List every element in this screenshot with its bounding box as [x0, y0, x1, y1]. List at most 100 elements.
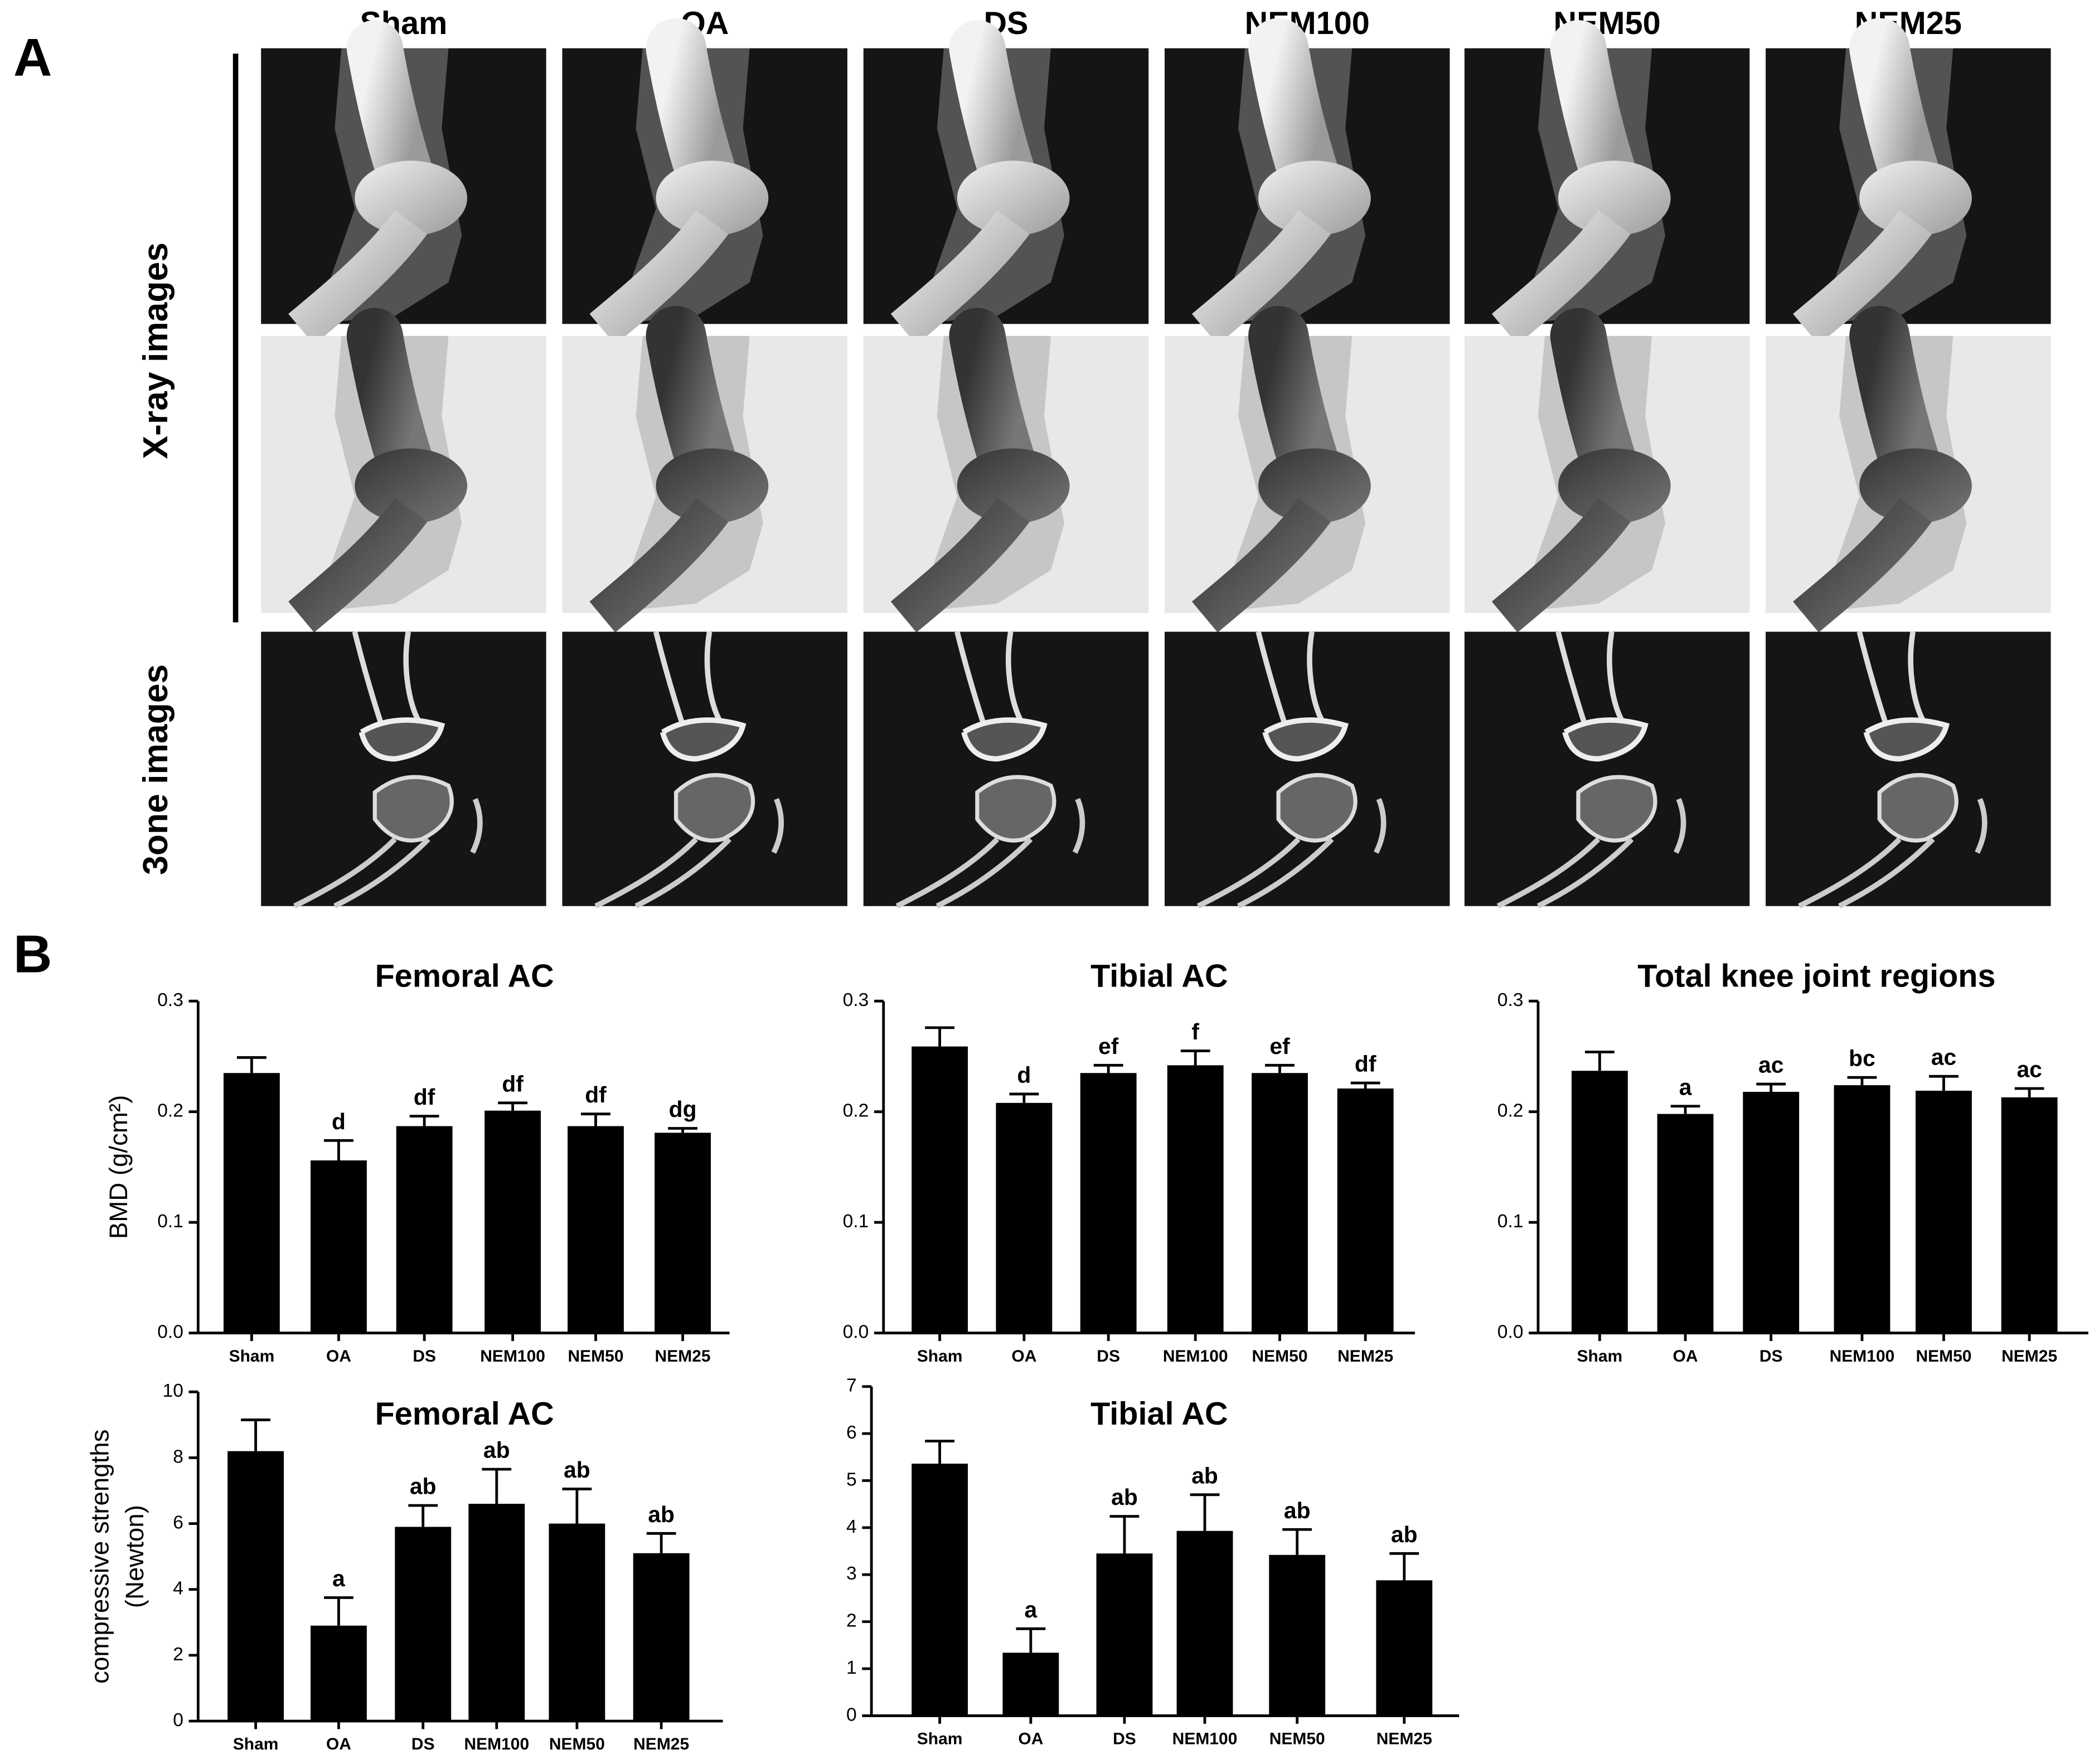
x-tick-label: NEM25 [633, 1735, 689, 1753]
femur [1248, 18, 1340, 206]
tibia [589, 498, 729, 633]
significance-label: ab [410, 1474, 437, 1499]
xray-image [863, 20, 1149, 345]
x-tick-label: NEM100 [1172, 1730, 1238, 1748]
y-tick-label: 6 [846, 1422, 857, 1443]
y-tick-label: 2 [846, 1611, 857, 1631]
tibia [1496, 837, 1634, 909]
bone-image [562, 631, 847, 909]
bar [396, 1126, 453, 1333]
error-bar [1016, 1627, 1046, 1653]
joint [957, 161, 1070, 236]
femur [1550, 308, 1637, 492]
error-bar [646, 1532, 676, 1553]
x-tick-label: DS [411, 1735, 435, 1753]
bar [1916, 1090, 1972, 1333]
joint [957, 448, 1070, 523]
bone-image [863, 631, 1149, 909]
significance-label: ab [564, 1457, 590, 1483]
bar [1337, 1088, 1394, 1333]
y-tick-label: 0.2 [843, 1101, 869, 1121]
x-tick-label: NEM25 [2001, 1347, 2057, 1365]
xray-image [562, 18, 847, 345]
chart-title: Tibial AC [1090, 1396, 1228, 1432]
tibia-head [1877, 773, 1959, 843]
y-tick-label: 0.2 [1497, 1101, 1524, 1121]
bar [1269, 1554, 1326, 1716]
bar [311, 1625, 367, 1722]
xray-image-inverted [261, 308, 546, 633]
joint [355, 448, 468, 523]
error-bar [324, 1596, 353, 1626]
x-tick-label: NEM50 [549, 1735, 605, 1753]
significance-label: ac [1758, 1052, 1783, 1078]
significance-label: a [1679, 1074, 1692, 1100]
significance-label: d [1017, 1062, 1031, 1088]
significance-label: dg [669, 1096, 697, 1122]
error-bar [482, 1467, 512, 1504]
xray-image [1464, 20, 1750, 345]
x-tick-label: DS [1759, 1347, 1783, 1365]
x-tick-label: NEM25 [655, 1347, 711, 1365]
row-label: X-ray images [136, 242, 175, 459]
tibia-head [372, 775, 454, 843]
tibia [1491, 498, 1631, 633]
xray-image [261, 20, 546, 345]
femur [346, 308, 434, 492]
y-tick-label: 6 [173, 1512, 183, 1533]
x-tick-label: NEM100 [464, 1735, 529, 1753]
xray-image-inverted [1464, 308, 1750, 633]
error-bar [409, 1115, 439, 1126]
femur [1849, 305, 1941, 493]
bone-image [1164, 631, 1450, 909]
patella [1673, 798, 1686, 854]
bar [1376, 1580, 1433, 1716]
panel-label: A [13, 28, 52, 88]
y-tick-label: 10 [163, 1381, 183, 1401]
x-tick-label: OA [1673, 1347, 1698, 1365]
bar [549, 1523, 605, 1722]
significance-label: a [1025, 1597, 1038, 1622]
y-tick-label: 0.3 [1497, 990, 1524, 1010]
error-bar [2014, 1087, 2044, 1097]
y-tick-label: 0.3 [157, 990, 183, 1010]
x-tick-label: NEM25 [1337, 1347, 1393, 1365]
y-tick-label: 0.1 [157, 1211, 183, 1232]
significance-label: ab [483, 1437, 510, 1463]
tibia [895, 837, 1033, 909]
significance-label: df [1355, 1051, 1376, 1077]
condyle [1562, 717, 1649, 762]
x-tick-label: Sham [1577, 1347, 1623, 1365]
y-tick-label: 0 [846, 1704, 857, 1725]
error-bar [562, 1488, 592, 1524]
error-bar [498, 1101, 528, 1111]
bar [655, 1133, 711, 1333]
tibia [1196, 837, 1334, 909]
significance-label: ac [2016, 1057, 2042, 1082]
tibia [293, 837, 430, 909]
joint [656, 448, 769, 523]
femur [1849, 18, 1941, 206]
patella [1374, 798, 1387, 854]
tibia-head [975, 775, 1056, 843]
femur [1550, 20, 1637, 204]
bar [912, 1464, 968, 1716]
femur [949, 308, 1036, 492]
tibia [1191, 498, 1331, 633]
x-tick-label: OA [1018, 1730, 1043, 1748]
y-tick-label: 4 [173, 1578, 183, 1599]
x-tick-label: Sham [917, 1730, 963, 1748]
y-tick-label: 0.1 [1497, 1211, 1524, 1232]
y-tick-label: 1 [846, 1658, 857, 1678]
error-bar [1180, 1049, 1210, 1066]
x-tick-label: Sham [233, 1735, 279, 1753]
bar [1080, 1073, 1137, 1333]
x-tick-label: Sham [229, 1347, 275, 1365]
bar [1657, 1114, 1714, 1333]
bone-image [1766, 631, 2051, 909]
y-tick-label: 0.1 [843, 1211, 869, 1232]
bar [1167, 1065, 1224, 1333]
bar [227, 1451, 284, 1722]
femur [646, 305, 737, 493]
panel-label: B [13, 925, 52, 984]
